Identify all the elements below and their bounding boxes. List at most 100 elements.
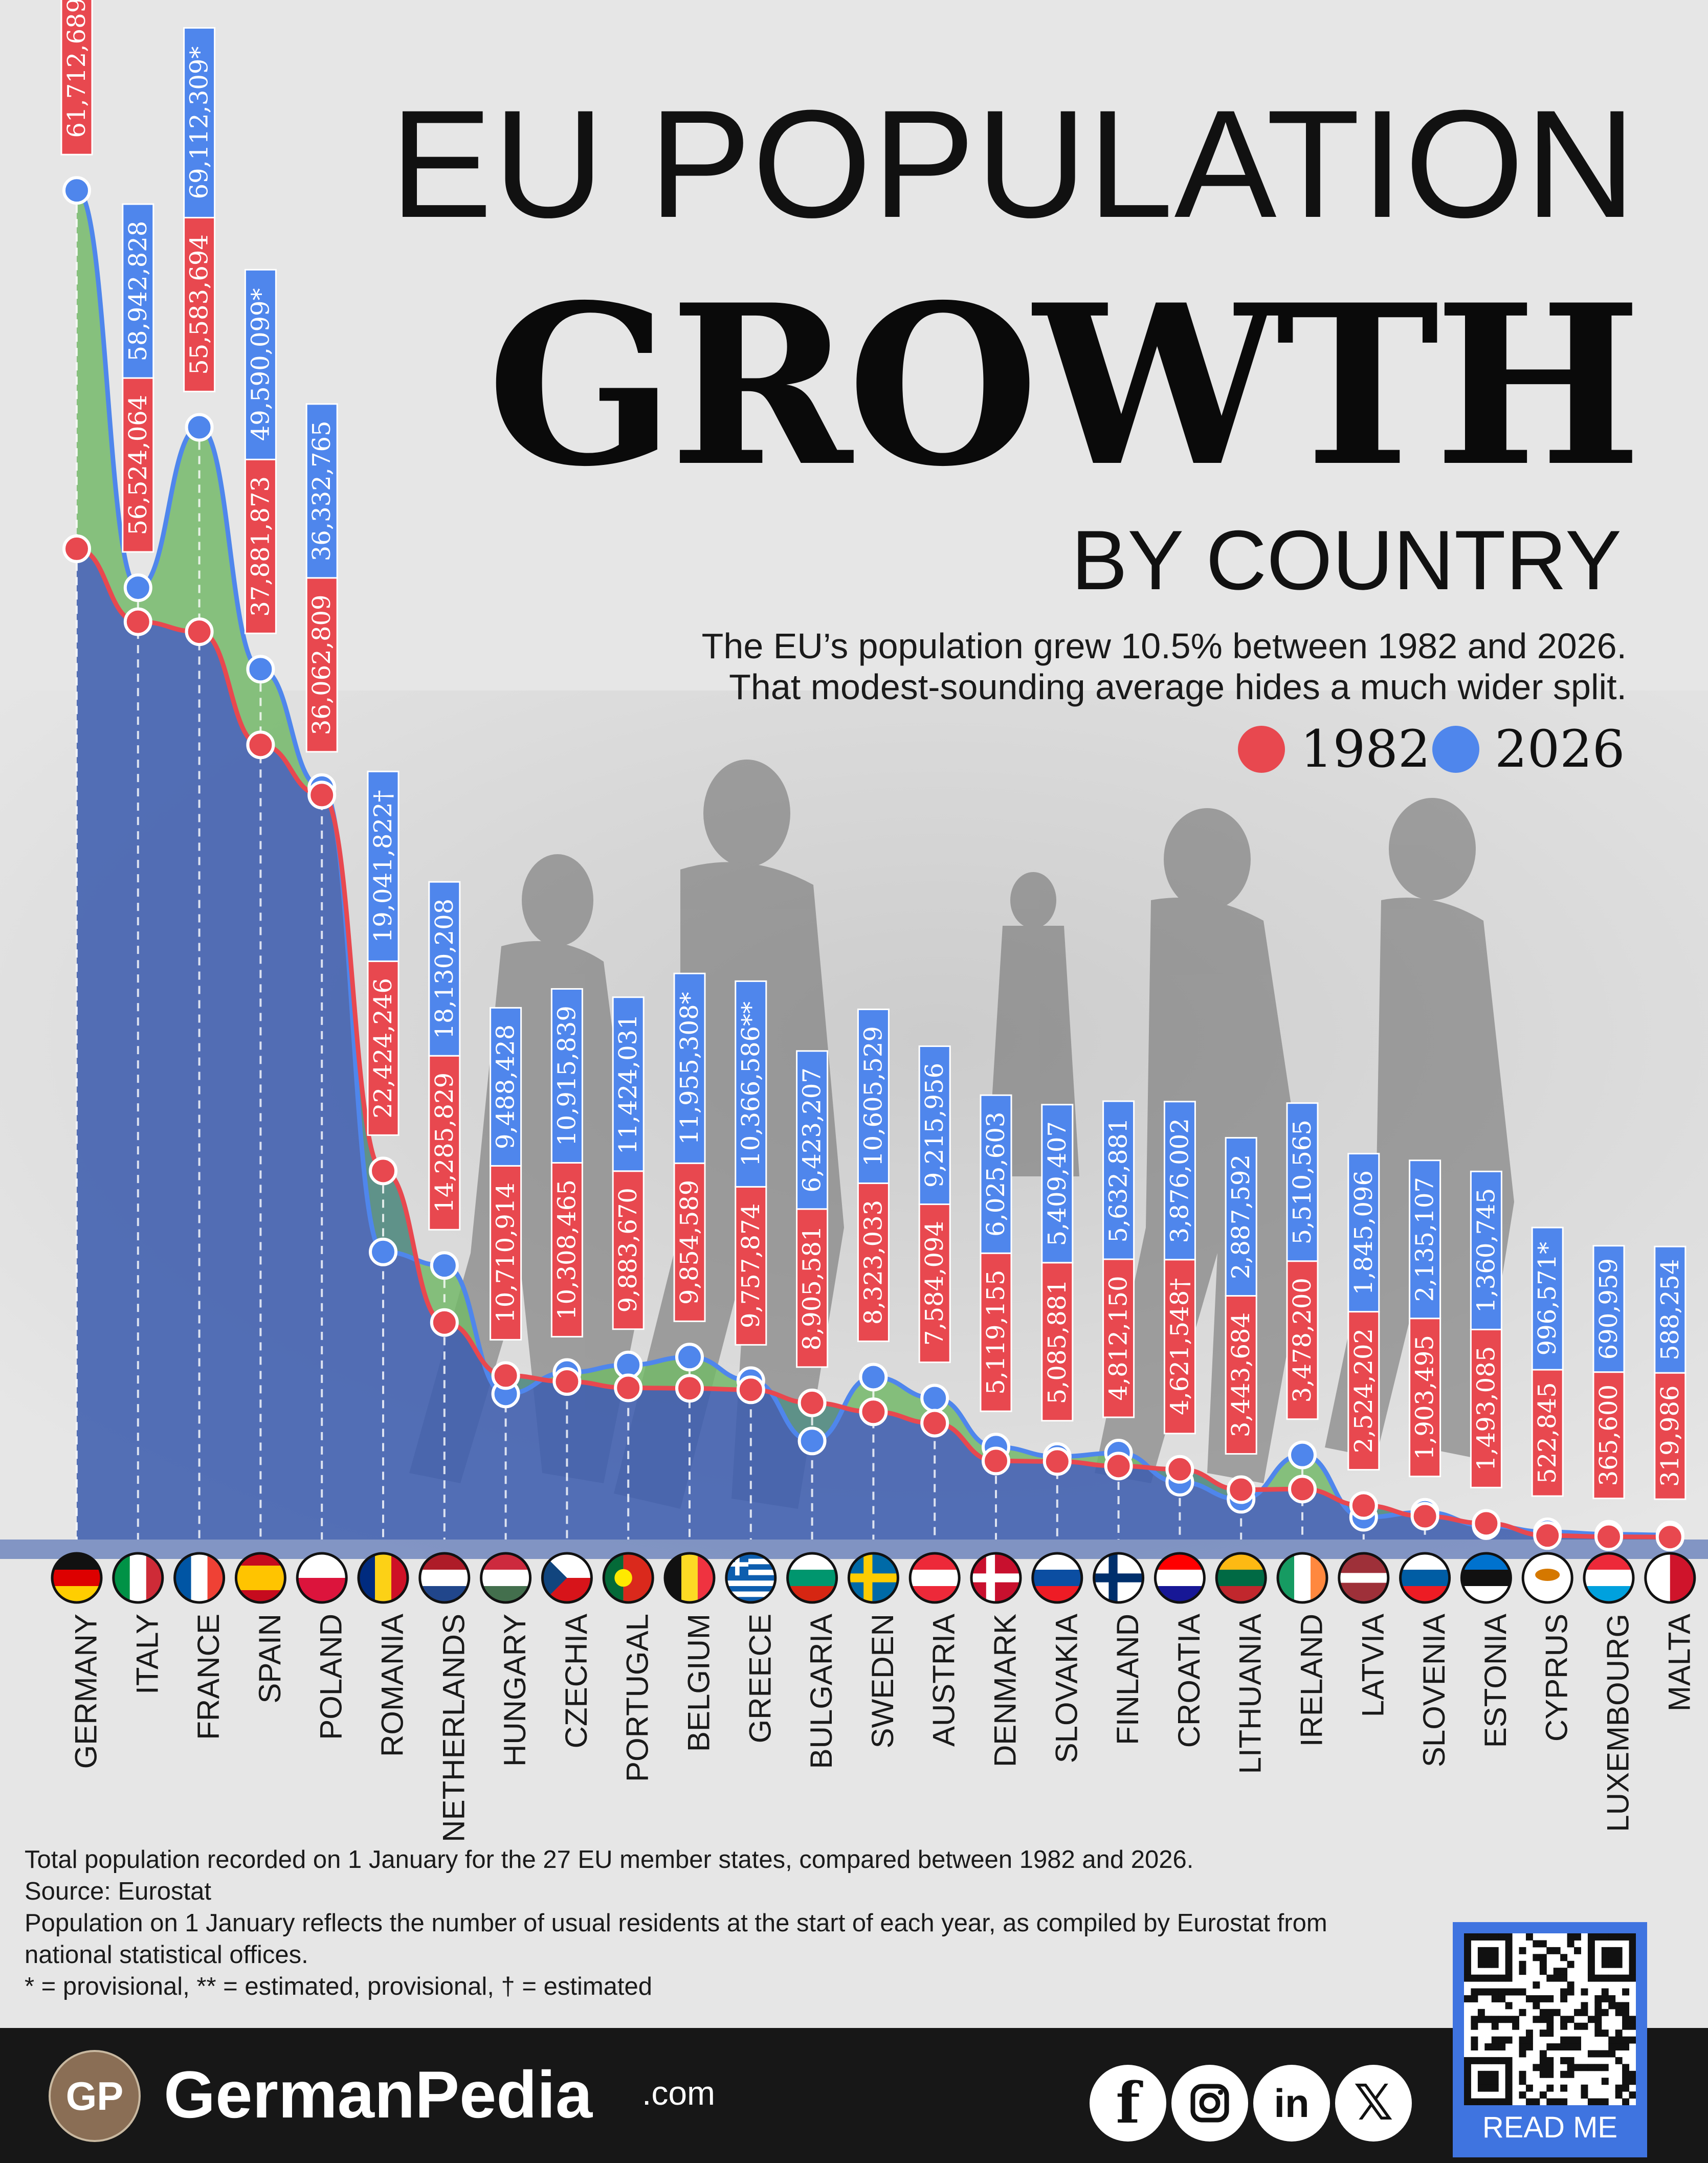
tick-label-ireland: IRELAND [1295, 1614, 1329, 1747]
point-1982-austria [920, 1409, 949, 1438]
tick-label-estonia: ESTONIA [1478, 1614, 1513, 1748]
brand-suffix: .com [642, 2074, 716, 2112]
point-1982-spain [246, 730, 275, 760]
flag-hungary-icon [480, 1552, 532, 1604]
point-1982-ireland [1288, 1475, 1317, 1504]
tick-label-belgium: BELGIUM [682, 1614, 716, 1752]
data-label-1982-estonia: 1,493,085 [1472, 1346, 1500, 1471]
qr-read-me-label[interactable]: READ ME [1482, 2111, 1618, 2144]
value-labels-estonia: 1,493,085 1,360,745 [1470, 1170, 1502, 1488]
tick-label-netherlands: NETHERLANDS [436, 1614, 471, 1841]
flag-bulgaria-icon [786, 1552, 838, 1604]
point-1982-luxembourg [1594, 1522, 1623, 1551]
data-label-1982-spain: 37,881,873 [246, 476, 275, 617]
data-label-2026-estonia: 1,360,745 [1472, 1188, 1500, 1313]
value-labels-croatia: 4,621,548† 3,876,002 [1163, 1101, 1196, 1435]
label-box-2026-croatia [1163, 1101, 1196, 1261]
data-label-1982-ireland: 3,478,200 [1288, 1278, 1317, 1402]
label-box-2026-bulgaria [796, 1050, 829, 1210]
value-labels-france: 55,583,694 69,112,309* [183, 27, 216, 392]
tick-label-france: FRANCE [191, 1614, 226, 1740]
data-label-2026-poland: 36,332,765 [307, 420, 336, 561]
point-2026-germany [62, 176, 91, 205]
legend-swatch-1982 [1238, 726, 1285, 773]
flag-belgium-icon [663, 1552, 716, 1604]
data-label-2026-croatia: 3,876,002 [1165, 1118, 1194, 1243]
label-box-1982-estonia [1470, 1328, 1502, 1488]
label-box-1982-czechia [550, 1162, 583, 1337]
value-labels-finland: 4,812,150 5,632,881 [1102, 1100, 1135, 1418]
label-box-2026-ireland [1286, 1102, 1319, 1262]
label-box-2026-romania [367, 770, 400, 962]
data-label-1982-poland: 36,062,809 [307, 594, 336, 735]
facebook-icon[interactable]: f [1090, 2065, 1166, 2142]
flag-finland-icon [1093, 1552, 1145, 1604]
point-1982-latvia [1349, 1491, 1378, 1520]
flag-croatia-icon [1154, 1552, 1206, 1604]
label-box-1982-netherlands [428, 1055, 461, 1231]
point-1982-finland [1104, 1452, 1133, 1481]
point-1982-denmark [982, 1446, 1010, 1476]
label-box-1982-cyprus [1531, 1369, 1564, 1497]
point-1982-czechia [552, 1367, 582, 1396]
label-box-1982-finland [1102, 1258, 1135, 1418]
brand-name[interactable]: GermanPedia [164, 2057, 593, 2132]
point-2026-france [185, 413, 214, 442]
flag-cyprus-icon [1521, 1552, 1573, 1604]
instagram-icon[interactable] [1171, 2065, 1248, 2142]
point-1982-sweden [859, 1397, 888, 1426]
brand-logo[interactable]: GP [49, 2050, 141, 2142]
label-box-1982-ireland [1286, 1260, 1319, 1420]
data-label-2026-czechia: 10,915,839 [552, 1006, 581, 1146]
footnotes: Total population recorded on 1 January f… [25, 1844, 1436, 2002]
flag-luxembourg-icon [1583, 1552, 1635, 1604]
point-1982-lithuania [1227, 1475, 1256, 1504]
point-1982-slovenia [1410, 1502, 1439, 1531]
data-label-2026-netherlands: 18,130,208 [430, 899, 459, 1039]
point-1982-belgium [675, 1374, 704, 1403]
data-label-2026-cyprus: 996,571* [1533, 1242, 1562, 1356]
tick-label-bulgaria: BULGARIA [804, 1614, 838, 1769]
footnote-legend: * = provisional, ** = estimated, provisi… [25, 1973, 653, 2000]
tick-label-portugal: PORTUGAL [620, 1614, 655, 1782]
data-label-2026-latvia: 1,845,096 [1349, 1170, 1378, 1295]
value-labels-poland: 36,062,809 36,332,765 [305, 403, 338, 753]
tick-label-germany: GERMANY [69, 1614, 103, 1769]
qr-code[interactable] [1464, 1933, 1636, 2105]
point-2026-bulgaria [797, 1426, 827, 1456]
flag-italy-icon [112, 1552, 164, 1604]
label-box-2026-sweden [857, 1008, 890, 1184]
point-1982-germany [62, 534, 91, 563]
tick-label-lithuania: LITHUANIA [1233, 1614, 1268, 1774]
point-1982-france [185, 617, 214, 646]
label-box-1982-greece [735, 1186, 767, 1346]
label-box-1982-slovakia [1041, 1262, 1074, 1422]
flag-czechia-icon [541, 1552, 593, 1604]
legend-swatch-2026 [1432, 726, 1479, 773]
flag-denmark-icon [970, 1552, 1022, 1604]
label-box-1982-italy [122, 377, 154, 553]
data-label-1982-romania: 22,424,246 [369, 978, 397, 1119]
label-box-2026-greece [735, 980, 767, 1188]
tick-label-cyprus: CYPRUS [1540, 1614, 1574, 1742]
legend-item-2026: 2026 [1432, 721, 1627, 777]
data-label-2026-finland: 5,632,881 [1104, 1118, 1133, 1242]
data-label-2026-slovenia: 2,135,107 [1411, 1177, 1439, 1302]
point-1982-portugal [614, 1373, 643, 1402]
value-labels-sweden: 8,323,033 10,605,529 [857, 1008, 890, 1342]
point-1982-hungary [491, 1361, 520, 1390]
data-label-2026-luxembourg: 690,959 [1594, 1258, 1623, 1360]
value-labels-portugal: 9,883,670 11,424,031 [612, 996, 645, 1330]
value-labels-austria: 7,584,094 9,215,956 [918, 1045, 951, 1364]
data-label-1982-hungary: 10,710,914 [492, 1183, 520, 1323]
linkedin-icon[interactable]: in [1253, 2065, 1330, 2142]
flag-latvia-icon [1338, 1552, 1390, 1604]
point-1982-cyprus [1533, 1521, 1562, 1550]
chart-title-by-country: BY COUNTRY [1071, 513, 1622, 607]
point-1982-greece [736, 1375, 765, 1404]
point-1982-slovakia [1042, 1447, 1072, 1476]
x-icon[interactable]: 𝕏 [1335, 2065, 1412, 2142]
tick-label-croatia: CROATIA [1172, 1614, 1206, 1748]
area-1982-overlay [77, 548, 1670, 1540]
